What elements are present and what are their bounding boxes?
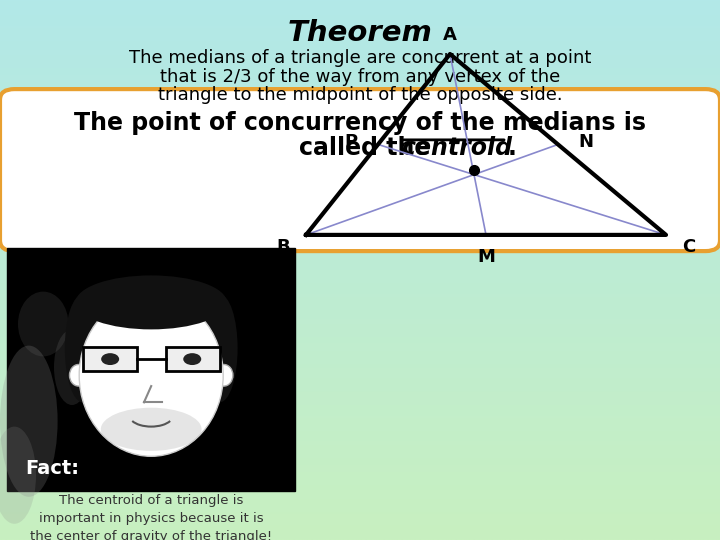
- Text: A: A: [443, 26, 457, 44]
- Text: P: P: [345, 133, 358, 151]
- Text: B: B: [276, 238, 290, 255]
- Text: The point of concurrency of the medians is: The point of concurrency of the medians …: [74, 111, 646, 134]
- Ellipse shape: [69, 364, 88, 386]
- Bar: [83, 347, 137, 371]
- FancyBboxPatch shape: [0, 89, 720, 251]
- Text: C: C: [682, 238, 695, 255]
- Text: that is 2/3 of the way from any vertex of the: that is 2/3 of the way from any vertex o…: [160, 68, 560, 85]
- Ellipse shape: [76, 275, 227, 329]
- Text: centroid: centroid: [401, 136, 512, 160]
- Ellipse shape: [65, 294, 101, 402]
- Ellipse shape: [215, 364, 233, 386]
- Ellipse shape: [0, 346, 58, 497]
- Ellipse shape: [101, 353, 120, 365]
- Text: called the: called the: [299, 136, 438, 160]
- Text: The centroid of a triangle is
important in physics because it is
the center of g: The centroid of a triangle is important …: [30, 494, 272, 540]
- Bar: [7, 248, 295, 491]
- Text: N: N: [578, 133, 593, 151]
- Text: Theorem: Theorem: [287, 19, 433, 47]
- Ellipse shape: [202, 294, 238, 402]
- Ellipse shape: [79, 294, 223, 456]
- Bar: [166, 347, 220, 371]
- Ellipse shape: [18, 292, 68, 356]
- Text: Fact:: Fact:: [25, 459, 79, 478]
- Text: M: M: [477, 248, 495, 266]
- Ellipse shape: [101, 408, 202, 451]
- Text: .: .: [508, 136, 516, 160]
- Text: The medians of a triangle are concurrent at a point: The medians of a triangle are concurrent…: [129, 49, 591, 66]
- Text: triangle to the midpoint of the opposite side.: triangle to the midpoint of the opposite…: [158, 86, 562, 104]
- Ellipse shape: [183, 353, 202, 365]
- Ellipse shape: [0, 427, 36, 524]
- Ellipse shape: [54, 329, 90, 405]
